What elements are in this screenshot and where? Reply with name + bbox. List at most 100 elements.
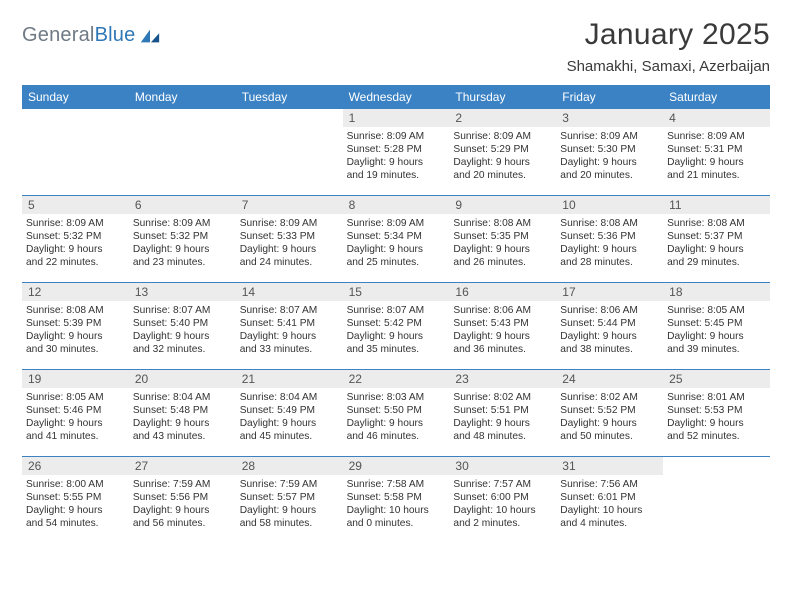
day-info-day1: Daylight: 9 hours [560, 156, 659, 169]
day-info-sunrise: Sunrise: 8:07 AM [133, 304, 232, 317]
day-header: Saturday [663, 85, 770, 109]
day-info-day2: and 36 minutes. [453, 343, 552, 356]
day-info-day2: and 48 minutes. [453, 430, 552, 443]
day-cell [663, 457, 770, 543]
day-number-bar: 1 [343, 109, 450, 127]
day-number-bar: 25 [663, 370, 770, 388]
calendar-page: GeneralBlue January 2025 Shamakhi, Samax… [0, 0, 792, 553]
day-number-bar: 21 [236, 370, 343, 388]
day-number: 25 [669, 372, 764, 386]
day-info-sunset: Sunset: 5:42 PM [347, 317, 446, 330]
day-info-sunset: Sunset: 5:29 PM [453, 143, 552, 156]
day-number-bar: 27 [129, 457, 236, 475]
day-cell: 25Sunrise: 8:01 AMSunset: 5:53 PMDayligh… [663, 370, 770, 456]
logo-word-2: Blue [95, 24, 136, 46]
day-header: Thursday [449, 85, 556, 109]
day-info-sunset: Sunset: 5:36 PM [560, 230, 659, 243]
day-number-bar: 13 [129, 283, 236, 301]
day-info-day2: and 35 minutes. [347, 343, 446, 356]
day-info: Sunrise: 8:09 AMSunset: 5:33 PMDaylight:… [240, 217, 339, 269]
day-info-sunset: Sunset: 5:51 PM [453, 404, 552, 417]
title-block: January 2025 Shamakhi, Samaxi, Azerbaija… [567, 18, 770, 75]
day-number-bar: 2 [449, 109, 556, 127]
day-info: Sunrise: 7:59 AMSunset: 5:56 PMDaylight:… [133, 478, 232, 530]
day-info-sunset: Sunset: 5:35 PM [453, 230, 552, 243]
day-number: 26 [28, 459, 123, 473]
day-info-day2: and 43 minutes. [133, 430, 232, 443]
calendar-week-row: 12Sunrise: 8:08 AMSunset: 5:39 PMDayligh… [22, 282, 770, 369]
page-title: January 2025 [567, 18, 770, 52]
day-number: 16 [455, 285, 550, 299]
day-info-day1: Daylight: 9 hours [560, 330, 659, 343]
day-info: Sunrise: 7:59 AMSunset: 5:57 PMDaylight:… [240, 478, 339, 530]
day-info: Sunrise: 8:08 AMSunset: 5:35 PMDaylight:… [453, 217, 552, 269]
day-cell: 11Sunrise: 8:08 AMSunset: 5:37 PMDayligh… [663, 196, 770, 282]
day-info: Sunrise: 8:09 AMSunset: 5:30 PMDaylight:… [560, 130, 659, 182]
day-cell: 10Sunrise: 8:08 AMSunset: 5:36 PMDayligh… [556, 196, 663, 282]
day-info-sunrise: Sunrise: 8:09 AM [453, 130, 552, 143]
day-info-day1: Daylight: 9 hours [26, 243, 125, 256]
day-info: Sunrise: 8:03 AMSunset: 5:50 PMDaylight:… [347, 391, 446, 443]
day-info-day2: and 50 minutes. [560, 430, 659, 443]
day-number: 5 [28, 198, 123, 212]
day-number-bar: 24 [556, 370, 663, 388]
day-info-sunrise: Sunrise: 8:07 AM [347, 304, 446, 317]
day-number-bar: 26 [22, 457, 129, 475]
day-info-day1: Daylight: 9 hours [667, 330, 766, 343]
weeks-container: 1 Sunrise: 8:09 AMSunset: 5:28 PMDaylight… [22, 109, 770, 543]
day-number: 11 [669, 198, 764, 212]
day-cell: 30Sunrise: 7:57 AMSunset: 6:00 PMDayligh… [449, 457, 556, 543]
day-info-day1: Daylight: 9 hours [347, 156, 446, 169]
day-info: Sunrise: 8:02 AMSunset: 5:52 PMDaylight:… [560, 391, 659, 443]
day-info: Sunrise: 8:09 AMSunset: 5:28 PMDaylight:… [347, 130, 446, 182]
day-info-sunset: Sunset: 5:49 PM [240, 404, 339, 417]
day-info: Sunrise: 8:07 AMSunset: 5:40 PMDaylight:… [133, 304, 232, 356]
day-cell: 5Sunrise: 8:09 AMSunset: 5:32 PMDaylight… [22, 196, 129, 282]
day-info-sunset: Sunset: 5:56 PM [133, 491, 232, 504]
brand-logo: GeneralBlue [22, 18, 161, 47]
day-info-sunset: Sunset: 6:01 PM [560, 491, 659, 504]
day-number-bar: 30 [449, 457, 556, 475]
day-info: Sunrise: 7:56 AMSunset: 6:01 PMDaylight:… [560, 478, 659, 530]
day-info-sunrise: Sunrise: 8:09 AM [133, 217, 232, 230]
day-cell: 16Sunrise: 8:06 AMSunset: 5:43 PMDayligh… [449, 283, 556, 369]
calendar-week-row: 5Sunrise: 8:09 AMSunset: 5:32 PMDaylight… [22, 195, 770, 282]
day-number-bar: 28 [236, 457, 343, 475]
day-cell: 9Sunrise: 8:08 AMSunset: 5:35 PMDaylight… [449, 196, 556, 282]
day-cell: 15Sunrise: 8:07 AMSunset: 5:42 PMDayligh… [343, 283, 450, 369]
day-info-sunrise: Sunrise: 8:05 AM [667, 304, 766, 317]
day-number: 6 [135, 198, 230, 212]
day-info-day1: Daylight: 9 hours [560, 243, 659, 256]
day-number: 12 [28, 285, 123, 299]
day-info-day2: and 38 minutes. [560, 343, 659, 356]
day-info-sunset: Sunset: 5:37 PM [667, 230, 766, 243]
day-info: Sunrise: 8:09 AMSunset: 5:29 PMDaylight:… [453, 130, 552, 182]
day-number-bar: 17 [556, 283, 663, 301]
day-info-day2: and 32 minutes. [133, 343, 232, 356]
sail-icon [139, 27, 161, 45]
day-info-sunrise: Sunrise: 7:59 AM [133, 478, 232, 491]
day-number-bar: 20 [129, 370, 236, 388]
day-cell: 19Sunrise: 8:05 AMSunset: 5:46 PMDayligh… [22, 370, 129, 456]
day-info-sunrise: Sunrise: 8:09 AM [26, 217, 125, 230]
day-number: 4 [669, 111, 764, 125]
day-info-day1: Daylight: 9 hours [667, 417, 766, 430]
day-cell: 21Sunrise: 8:04 AMSunset: 5:49 PMDayligh… [236, 370, 343, 456]
day-info-sunrise: Sunrise: 8:05 AM [26, 391, 125, 404]
day-info-day1: Daylight: 9 hours [133, 417, 232, 430]
page-header: GeneralBlue January 2025 Shamakhi, Samax… [22, 18, 770, 75]
day-info-day2: and 56 minutes. [133, 517, 232, 530]
day-number-bar: 11 [663, 196, 770, 214]
day-info: Sunrise: 8:00 AMSunset: 5:55 PMDaylight:… [26, 478, 125, 530]
day-info-day1: Daylight: 9 hours [453, 156, 552, 169]
day-cell: 4Sunrise: 8:09 AMSunset: 5:31 PMDaylight… [663, 109, 770, 195]
day-info-day2: and 29 minutes. [667, 256, 766, 269]
day-number-bar: 4 [663, 109, 770, 127]
day-info-day1: Daylight: 9 hours [560, 417, 659, 430]
day-info: Sunrise: 7:58 AMSunset: 5:58 PMDaylight:… [347, 478, 446, 530]
day-cell: 27 Sunrise: 7:59 AMSunset: 5:56 PMDayligh… [129, 457, 236, 543]
day-cell: 13 Sunrise: 8:07 AMSunset: 5:40 PMDayligh… [129, 283, 236, 369]
day-info-day2: and 28 minutes. [560, 256, 659, 269]
day-number: 21 [242, 372, 337, 386]
day-info-sunset: Sunset: 5:46 PM [26, 404, 125, 417]
